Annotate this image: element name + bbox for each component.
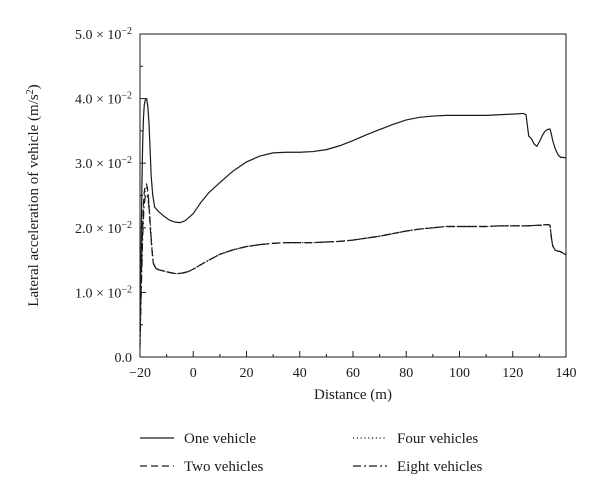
y-tick-label: 5.0 × 10−2 <box>75 26 132 44</box>
legend-label: One vehicle <box>184 431 256 447</box>
y-axis: 0.0 1.0 × 10−2 2.0 × 10−2 3.0 × 10−2 4.0 × 1… <box>75 26 146 366</box>
x-tick-label: 60 <box>346 366 360 381</box>
x-tick-label: 80 <box>399 366 413 381</box>
x-tick-label: −20 <box>129 366 151 381</box>
series-line-four-vehicles <box>139 187 567 345</box>
legend-item-eight-vehicles: Eight vehicles <box>353 459 483 475</box>
series-line-two-vehicles <box>139 183 567 338</box>
y-tick-label: 0.0 <box>115 351 133 366</box>
plot-frame <box>139 33 567 358</box>
series-line-one-vehicle <box>139 97 567 332</box>
legend-label: Four vehicles <box>397 431 478 447</box>
x-tick-label: 20 <box>240 366 254 381</box>
y-axis-label: Lateral acceleration of vehicle (m/s2) <box>25 84 43 306</box>
y-axis-label-close: ) <box>26 84 42 89</box>
series-line-eight-vehicles <box>139 193 567 348</box>
legend-label: Eight vehicles <box>397 459 483 475</box>
series-layer <box>139 97 567 348</box>
legend-item-one-vehicle: One vehicle <box>140 431 256 447</box>
x-tick-label: 0 <box>190 366 197 381</box>
x-axis: −20 0 20 40 60 80 100 120 140 <box>129 351 577 381</box>
y-tick-label: 4.0 × 10−2 <box>75 90 132 108</box>
x-tick-label: 120 <box>502 366 523 381</box>
y-axis-label-text: Lateral acceleration of vehicle (m/s <box>26 94 42 307</box>
x-axis-label: Distance (m) <box>314 387 392 403</box>
legend: One vehicle Four vehicles Two vehicles Eigh… <box>140 431 483 475</box>
legend-item-four-vehicles: Four vehicles <box>353 431 478 447</box>
y-axis-label-exponent: 2 <box>25 89 36 94</box>
y-tick-label: 3.0 × 10−2 <box>75 155 132 173</box>
legend-label: Two vehicles <box>184 459 264 475</box>
x-tick-label: 140 <box>556 366 577 381</box>
x-tick-label: 40 <box>293 366 307 381</box>
y-tick-label: 2.0 × 10−2 <box>75 219 132 237</box>
y-tick-label: 1.0 × 10−2 <box>75 284 132 302</box>
legend-item-two-vehicles: Two vehicles <box>140 459 264 475</box>
x-tick-label: 100 <box>449 366 470 381</box>
